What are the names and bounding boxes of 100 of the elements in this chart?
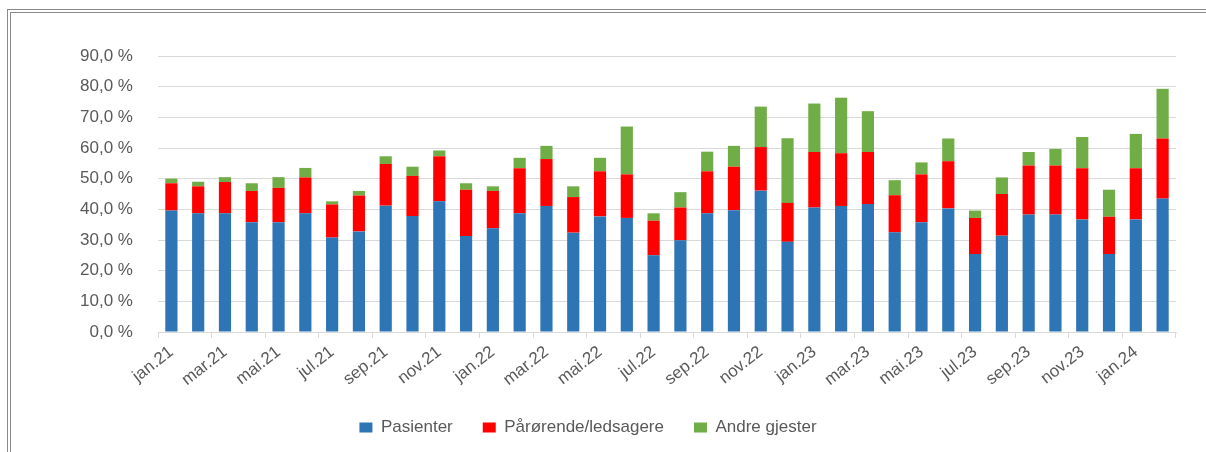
bar (781, 202, 794, 242)
bar (593, 171, 607, 217)
bar (406, 175, 419, 217)
y-tick-label: 50,0 % (80, 168, 133, 188)
bar (1102, 216, 1116, 255)
bar (406, 216, 419, 332)
bar (888, 232, 901, 332)
bar (486, 186, 499, 191)
bar (835, 205, 848, 332)
bar (593, 157, 607, 172)
bar (915, 222, 928, 332)
bar (861, 111, 875, 152)
bar (433, 156, 446, 202)
bar (540, 159, 553, 206)
bar (701, 213, 714, 332)
bar (513, 157, 526, 169)
bar (674, 240, 687, 332)
y-tick-label: 80,0 % (80, 76, 133, 96)
bar (1102, 189, 1116, 217)
bar (1076, 168, 1089, 220)
bar (620, 126, 633, 175)
y-tick-label: 60,0 % (80, 137, 133, 157)
bar (888, 180, 901, 196)
bar (915, 174, 928, 223)
y-tick-label: 20,0 % (80, 260, 133, 280)
y-tick-label: 90,0 % (80, 45, 133, 65)
bar (968, 210, 982, 218)
bar (942, 138, 955, 162)
bar (165, 210, 178, 332)
bar (192, 186, 205, 214)
bar (433, 150, 446, 157)
bar (620, 174, 633, 218)
bar (1129, 219, 1142, 332)
bar (647, 213, 660, 221)
y-tick-label: 30,0 % (80, 229, 133, 249)
bar (727, 166, 741, 211)
bar (567, 197, 580, 233)
bar (620, 217, 633, 332)
bar (1022, 214, 1035, 332)
bar (299, 177, 312, 214)
bar (433, 201, 446, 332)
bar (1049, 165, 1062, 215)
bar (754, 147, 767, 191)
bar (861, 151, 875, 205)
bar (192, 213, 205, 332)
bar (727, 145, 741, 167)
bar (379, 156, 392, 164)
bar (245, 190, 258, 223)
bar (647, 220, 660, 256)
y-tick-label: 10,0 % (80, 291, 133, 311)
bar (540, 145, 553, 160)
bar (942, 161, 955, 209)
bar (888, 195, 901, 233)
bar (701, 171, 714, 214)
bar (406, 166, 419, 176)
bar (1156, 88, 1169, 139)
bar (808, 151, 821, 208)
bar (1022, 165, 1035, 215)
bar (326, 201, 339, 205)
bar (781, 241, 794, 332)
bar (808, 207, 821, 332)
bar (272, 222, 285, 332)
bar (540, 205, 553, 332)
bar (459, 236, 473, 332)
bar (379, 205, 392, 332)
bar (1129, 168, 1142, 220)
bar (835, 97, 848, 154)
bar (674, 207, 687, 241)
bar (352, 190, 366, 196)
bar (701, 151, 714, 172)
bar (165, 183, 178, 211)
bar (218, 213, 232, 332)
bar (379, 163, 392, 206)
bar (486, 190, 499, 229)
bar (835, 153, 848, 206)
bar (647, 255, 660, 332)
bar (861, 204, 875, 332)
legend-label: Pasienter (380, 417, 454, 437)
bar (1076, 136, 1089, 169)
y-tick-label: 70,0 % (80, 107, 133, 127)
bar (593, 216, 607, 332)
bar (1076, 219, 1089, 332)
bar (754, 106, 767, 148)
bar (459, 183, 473, 190)
bar (1129, 133, 1142, 169)
bar (674, 192, 687, 208)
bar (808, 103, 821, 152)
bar (272, 187, 285, 223)
bar (326, 237, 339, 332)
bar (995, 177, 1008, 194)
legend-label: Andre gjester (715, 417, 817, 437)
bar (299, 213, 312, 332)
y-tick-label: 40,0 % (80, 199, 133, 219)
bar (218, 182, 232, 214)
bar (968, 254, 982, 332)
bar (567, 232, 580, 332)
bar (995, 235, 1008, 332)
bar (272, 177, 285, 188)
y-tick-label: 0,0 % (89, 321, 133, 341)
bar (352, 231, 366, 332)
